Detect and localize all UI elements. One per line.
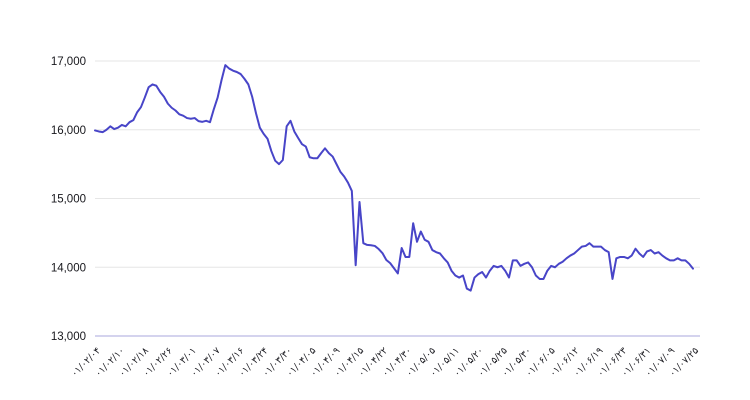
series-lines bbox=[94, 64, 694, 292]
price-line bbox=[94, 64, 694, 292]
y-axis-labels: 17,000 16,000 15,000 14,000 13,000 bbox=[51, 56, 86, 343]
y-tick-label: 14,000 bbox=[51, 262, 86, 274]
y-tick-label: 16,000 bbox=[51, 125, 86, 137]
x-axis-labels: ۰۱/۰۲/۰۴۰۱/۰۲/۱۰۰۱/۰۲/۱۸۰۱/۰۲/۲۶۰۱/۰۳/۰۱… bbox=[69, 345, 701, 379]
gridlines bbox=[95, 60, 700, 337]
y-tick-label: 17,000 bbox=[51, 56, 86, 68]
y-tick-label: 15,000 bbox=[51, 194, 86, 206]
y-tick-label: 13,000 bbox=[51, 331, 86, 343]
